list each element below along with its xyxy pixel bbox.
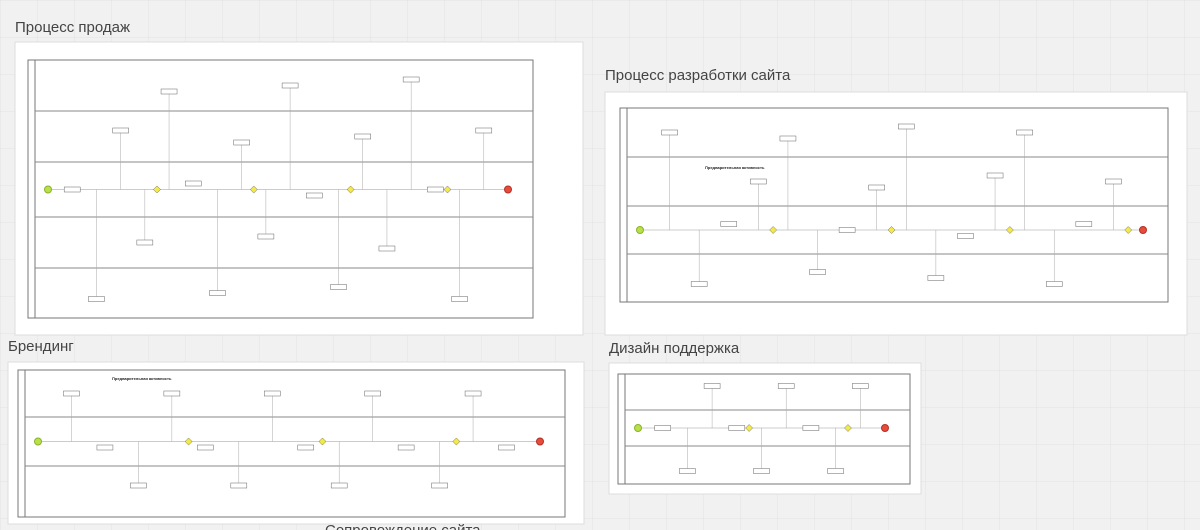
task: [281, 82, 299, 89]
gateway: [443, 185, 452, 194]
task: [112, 127, 129, 134]
frame-title[interactable]: Дизайн поддержка: [609, 340, 740, 357]
task: [498, 444, 515, 451]
task: [88, 296, 105, 302]
task: [720, 221, 738, 227]
annotation: Предварительная активность: [112, 376, 172, 381]
task: [297, 444, 314, 451]
task: [654, 425, 671, 431]
task: [402, 76, 420, 83]
task: [96, 444, 114, 451]
gateway: [318, 437, 327, 446]
task: [397, 444, 415, 451]
pool: [27, 59, 534, 319]
end-event: [504, 185, 512, 194]
task: [63, 390, 80, 397]
task: [986, 172, 1004, 179]
task: [475, 127, 493, 134]
gateway: [1006, 226, 1014, 234]
task: [838, 227, 856, 233]
frame-title[interactable]: Сопровождение сайта: [325, 522, 481, 530]
end-event: [1139, 226, 1147, 234]
task: [364, 390, 381, 397]
task: [185, 180, 202, 187]
task: [431, 482, 448, 489]
frame-title[interactable]: Брендинг: [8, 338, 74, 355]
task: [779, 135, 797, 142]
task: [160, 88, 178, 95]
task: [852, 383, 869, 389]
frame-title[interactable]: Процесс продаж: [15, 19, 130, 36]
task: [1105, 178, 1122, 185]
gateway: [887, 226, 896, 234]
task: [63, 186, 81, 193]
task: [378, 245, 396, 252]
task: [209, 290, 226, 296]
gateway: [153, 185, 161, 194]
task: [464, 390, 482, 397]
task: [230, 482, 248, 489]
gateway: [249, 185, 258, 194]
frames: [7, 41, 1188, 525]
frame: [14, 41, 584, 336]
task: [354, 133, 371, 140]
task: [679, 468, 696, 474]
annotation: Предварительная активность: [705, 165, 765, 170]
start-event: [634, 424, 642, 432]
frame: [604, 91, 1188, 336]
gateway: [844, 424, 852, 432]
task: [330, 482, 348, 489]
task: [690, 281, 708, 287]
task: [809, 269, 826, 275]
task: [777, 383, 795, 389]
task: [827, 468, 844, 474]
task: [427, 186, 444, 193]
task: [728, 425, 746, 431]
task: [1016, 129, 1033, 136]
gateway: [745, 424, 753, 432]
start-event: [636, 226, 644, 234]
gateway: [184, 437, 193, 446]
gateway: [769, 226, 777, 234]
task: [330, 284, 347, 290]
task: [1045, 281, 1063, 287]
task: [257, 233, 275, 240]
task: [306, 192, 323, 199]
task: [703, 383, 721, 389]
task: [136, 239, 154, 246]
start-event: [34, 437, 42, 446]
pool: [17, 369, 566, 518]
task: [957, 233, 974, 239]
task: [927, 275, 945, 281]
gateway: [346, 185, 355, 194]
task: [868, 184, 885, 191]
gateway: [1124, 226, 1133, 234]
gateway: [452, 437, 461, 446]
task: [802, 425, 820, 431]
task: [898, 123, 915, 130]
task: [661, 129, 678, 136]
task: [750, 178, 767, 185]
task: [197, 444, 214, 451]
task: [451, 296, 468, 302]
task: [163, 390, 181, 397]
frame-title[interactable]: Процесс разработки сайта: [605, 67, 791, 84]
task: [233, 139, 250, 146]
frame: [7, 361, 585, 525]
task: [753, 468, 770, 474]
task: [264, 390, 281, 397]
end-event: [881, 424, 889, 432]
start-event: [44, 185, 52, 194]
task: [130, 482, 147, 489]
pool: [617, 373, 911, 485]
end-event: [536, 437, 544, 446]
pool: [619, 107, 1169, 303]
task: [1075, 221, 1093, 227]
